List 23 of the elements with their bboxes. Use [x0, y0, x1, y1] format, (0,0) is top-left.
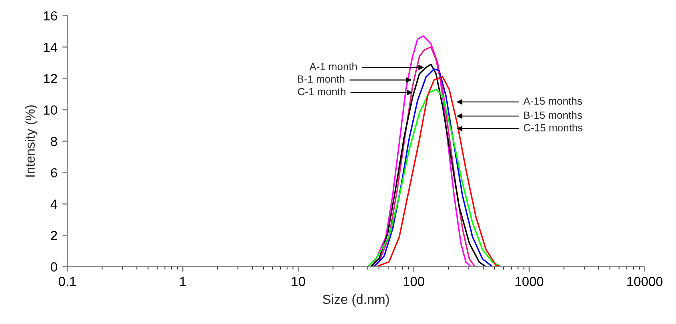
x-tick-label: 1 [180, 277, 186, 286]
y-tick-label: 2 [51, 231, 58, 240]
y-tick-label: 4 [50, 200, 58, 209]
x-tick-label: 10000 [628, 277, 663, 286]
annotation: A-15 months [524, 97, 582, 105]
annotation: C-1 month [298, 88, 346, 96]
y-tick-label: 6 [51, 168, 58, 178]
x-tick-label: 10 [292, 277, 306, 286]
annotation: B-1 month [298, 75, 345, 84]
annotation: C-15 months [524, 124, 583, 132]
y-tick-label: 14 [44, 42, 58, 52]
y-tick-label: 16 [44, 11, 58, 21]
y-tick-label: 0 [51, 262, 58, 272]
x-tick-label: 100 [404, 277, 424, 286]
y-tick-label: 8 [51, 136, 58, 146]
x-tick-label: 1000 [516, 277, 544, 286]
annotation: B-15 months [524, 111, 582, 120]
y-axis-title: Intensity (%) [25, 106, 38, 177]
x-axis-title: Size (d.nm) [323, 294, 390, 307]
y-tick-label: 12 [44, 74, 58, 84]
y-tick-label: 10 [44, 106, 58, 115]
annotation: A-1 month [310, 62, 358, 70]
x-tick-label: 0.1 [58, 277, 76, 286]
